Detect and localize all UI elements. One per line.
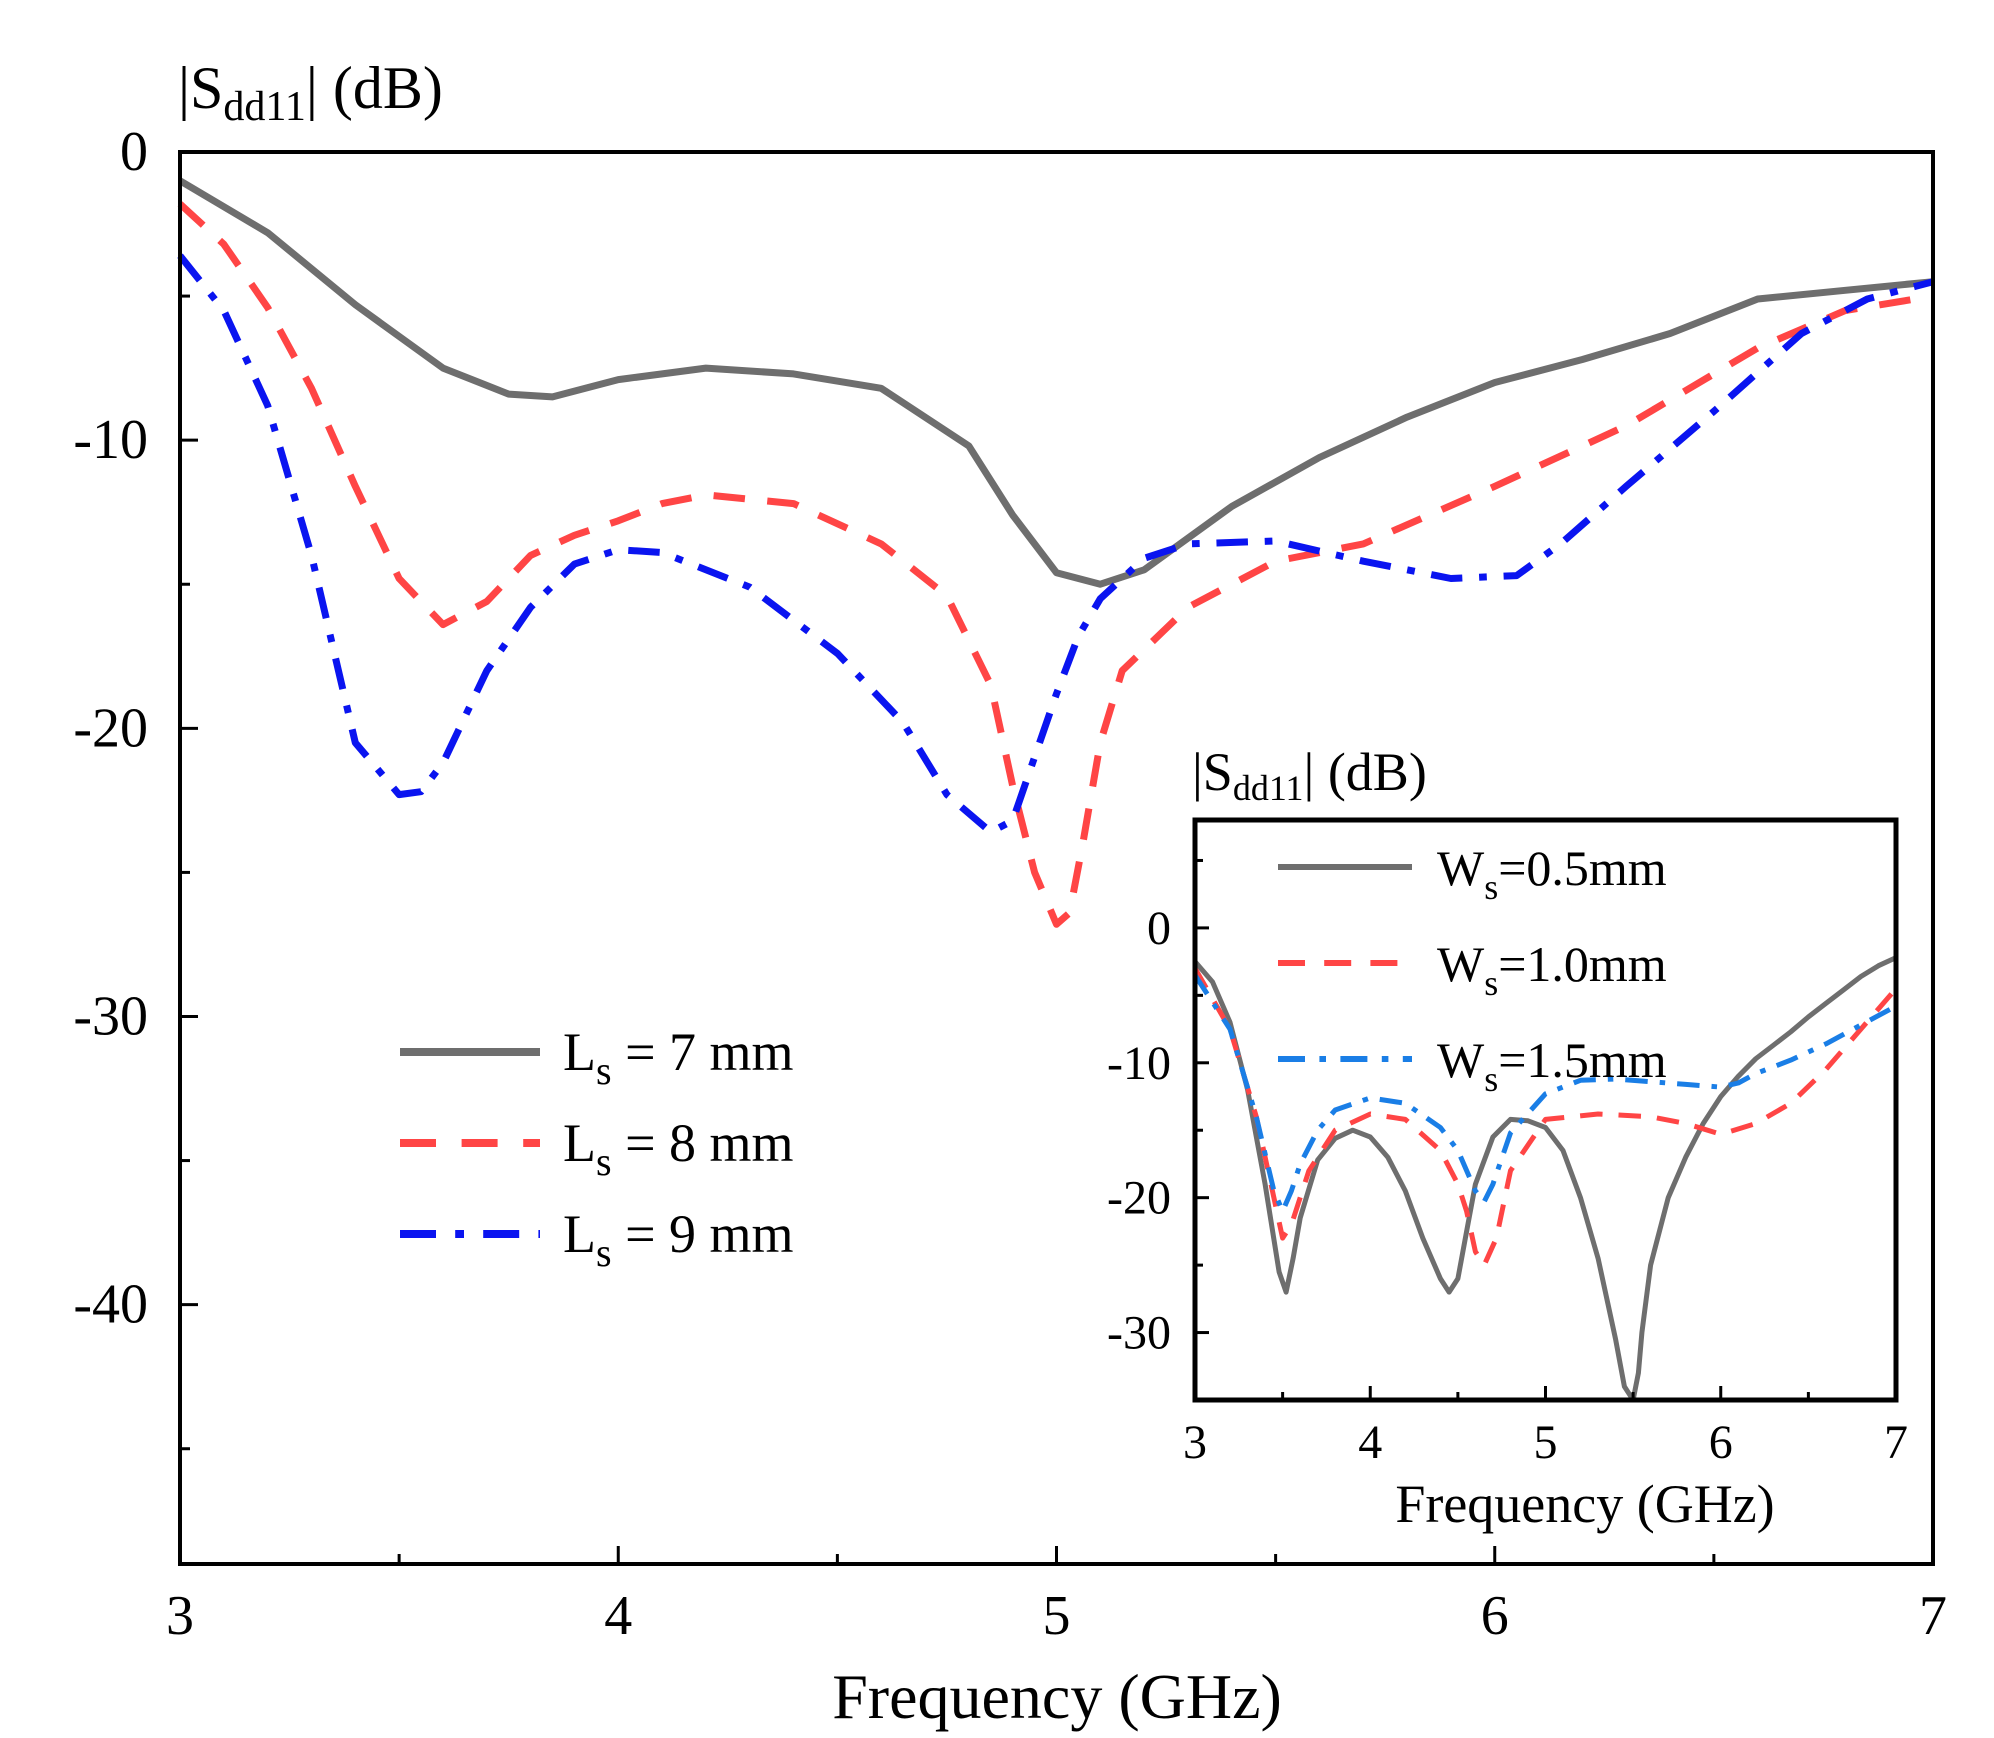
inset-legend-label-sub: s [1484, 1059, 1498, 1099]
main-series-3-line [177, 253, 1934, 836]
main-y-tick-label: -10 [73, 409, 148, 471]
main-y-tick-label: -30 [73, 985, 148, 1047]
inset-y-tick-label: -30 [1107, 1307, 1171, 1360]
inset-legend-label-main: W [1437, 1032, 1485, 1088]
main-y-tick-label: 0 [120, 121, 148, 183]
inset-legend-label-2: Ws=1.0mm [1437, 936, 1667, 1003]
main-legend-label-main: L [563, 1113, 596, 1173]
main-y-tick-label: -20 [73, 697, 148, 759]
inset-y-tick-label: -10 [1107, 1037, 1171, 1090]
inset-x-axis-title: Frequency (GHz) [1395, 1474, 1774, 1534]
inset-background [1195, 820, 1896, 1400]
main-tick-group: 3 4 5 6 7 0 -10 -20 -30 -40 [73, 121, 1947, 1647]
inset-y-tick-label: -20 [1107, 1172, 1171, 1225]
inset-legend-label-main: W [1437, 936, 1485, 992]
main-y-axis-title-suffix: | (dB) [306, 55, 443, 121]
inset-legend-label-rest: =1.0mm [1498, 936, 1667, 992]
main-x-tick-label: 4 [604, 1585, 632, 1647]
main-legend-label-2: Ls = 8 mm [563, 1113, 794, 1184]
inset-x-tick-label: 5 [1534, 1416, 1558, 1469]
inset-y-axis-title-sub: dd11 [1233, 768, 1304, 808]
main-legend-label-rest: = 9 mm [612, 1204, 794, 1264]
inset-series-group [1192, 955, 1898, 1403]
main-y-axis-title-prefix: |S [178, 55, 223, 121]
inset-y-axis-title-prefix: |S [1192, 742, 1233, 802]
inset-y-axis-title-suffix: | (dB) [1304, 742, 1427, 802]
main-series-1-line [178, 177, 1934, 588]
main-legend-label-rest: = 8 mm [612, 1113, 794, 1173]
inset-y-tick-label: 0 [1147, 902, 1171, 955]
inset-legend-label-sub: s [1484, 963, 1498, 1003]
inset-legend-label-1: Ws=0.5mm [1437, 840, 1667, 907]
inset-x-tick-label: 6 [1709, 1416, 1733, 1469]
main-legend-label-main: L [563, 1022, 596, 1082]
inset-y-axis-title: |Sdd11| (dB) [1192, 742, 1427, 808]
main-series-2-line [177, 201, 1934, 928]
inset-series-3-line [1192, 973, 1898, 1214]
main-x-tick-label: 3 [166, 1585, 194, 1647]
main-legend-label-sub: s [596, 1230, 612, 1275]
main-x-axis-title: Frequency (GHz) [832, 1661, 1282, 1732]
inset-legend-label-main: W [1437, 840, 1485, 896]
main-legend-label-sub: s [596, 1139, 612, 1184]
main-series-group [177, 177, 1934, 928]
main-legend-label-3: Ls = 9 mm [563, 1204, 794, 1275]
inset-legend-label-3: Ws=1.5mm [1437, 1032, 1667, 1099]
main-y-axis-title-sub: dd11 [223, 84, 305, 130]
inset-legend-label-rest: =1.5mm [1498, 1032, 1667, 1088]
main-plot: 3 4 5 6 70-10-20-30-40 Frequency (GHz) |Sdd1… [73, 55, 1947, 1732]
main-x-tick-label: 6 [1481, 1585, 1509, 1647]
inset-plot: 3 4 5 6 7 0 -10 -20 -30 Frequency (GHz) |Sdd11| … [1107, 742, 1908, 1534]
main-y-axis-title: |Sdd11| (dB) [178, 55, 443, 130]
main-x-tick-label: 7 [1919, 1585, 1947, 1647]
main-x-tick-label: 5 [1043, 1585, 1071, 1647]
inset-legend-label-sub: s [1484, 867, 1498, 907]
main-legend-label-sub: s [596, 1048, 612, 1093]
inset-tick-group: 3 4 5 6 7 0 -10 -20 -30 [1107, 858, 1908, 1469]
inset-legend-label-rest: =0.5mm [1498, 840, 1667, 896]
inset-x-tick-label: 4 [1358, 1416, 1382, 1469]
main-legend-label-main: L [563, 1204, 596, 1264]
inset-series-1-line [1193, 955, 1898, 1403]
inset-x-tick-label: 3 [1183, 1416, 1207, 1469]
inset-series-2-line [1192, 967, 1898, 1268]
inset-x-tick-label: 7 [1884, 1416, 1908, 1469]
main-legend-label-rest: = 7 mm [612, 1022, 794, 1082]
main-y-tick-label: -40 [73, 1274, 148, 1336]
main-legend-label-1: Ls = 7 mm [563, 1022, 794, 1093]
